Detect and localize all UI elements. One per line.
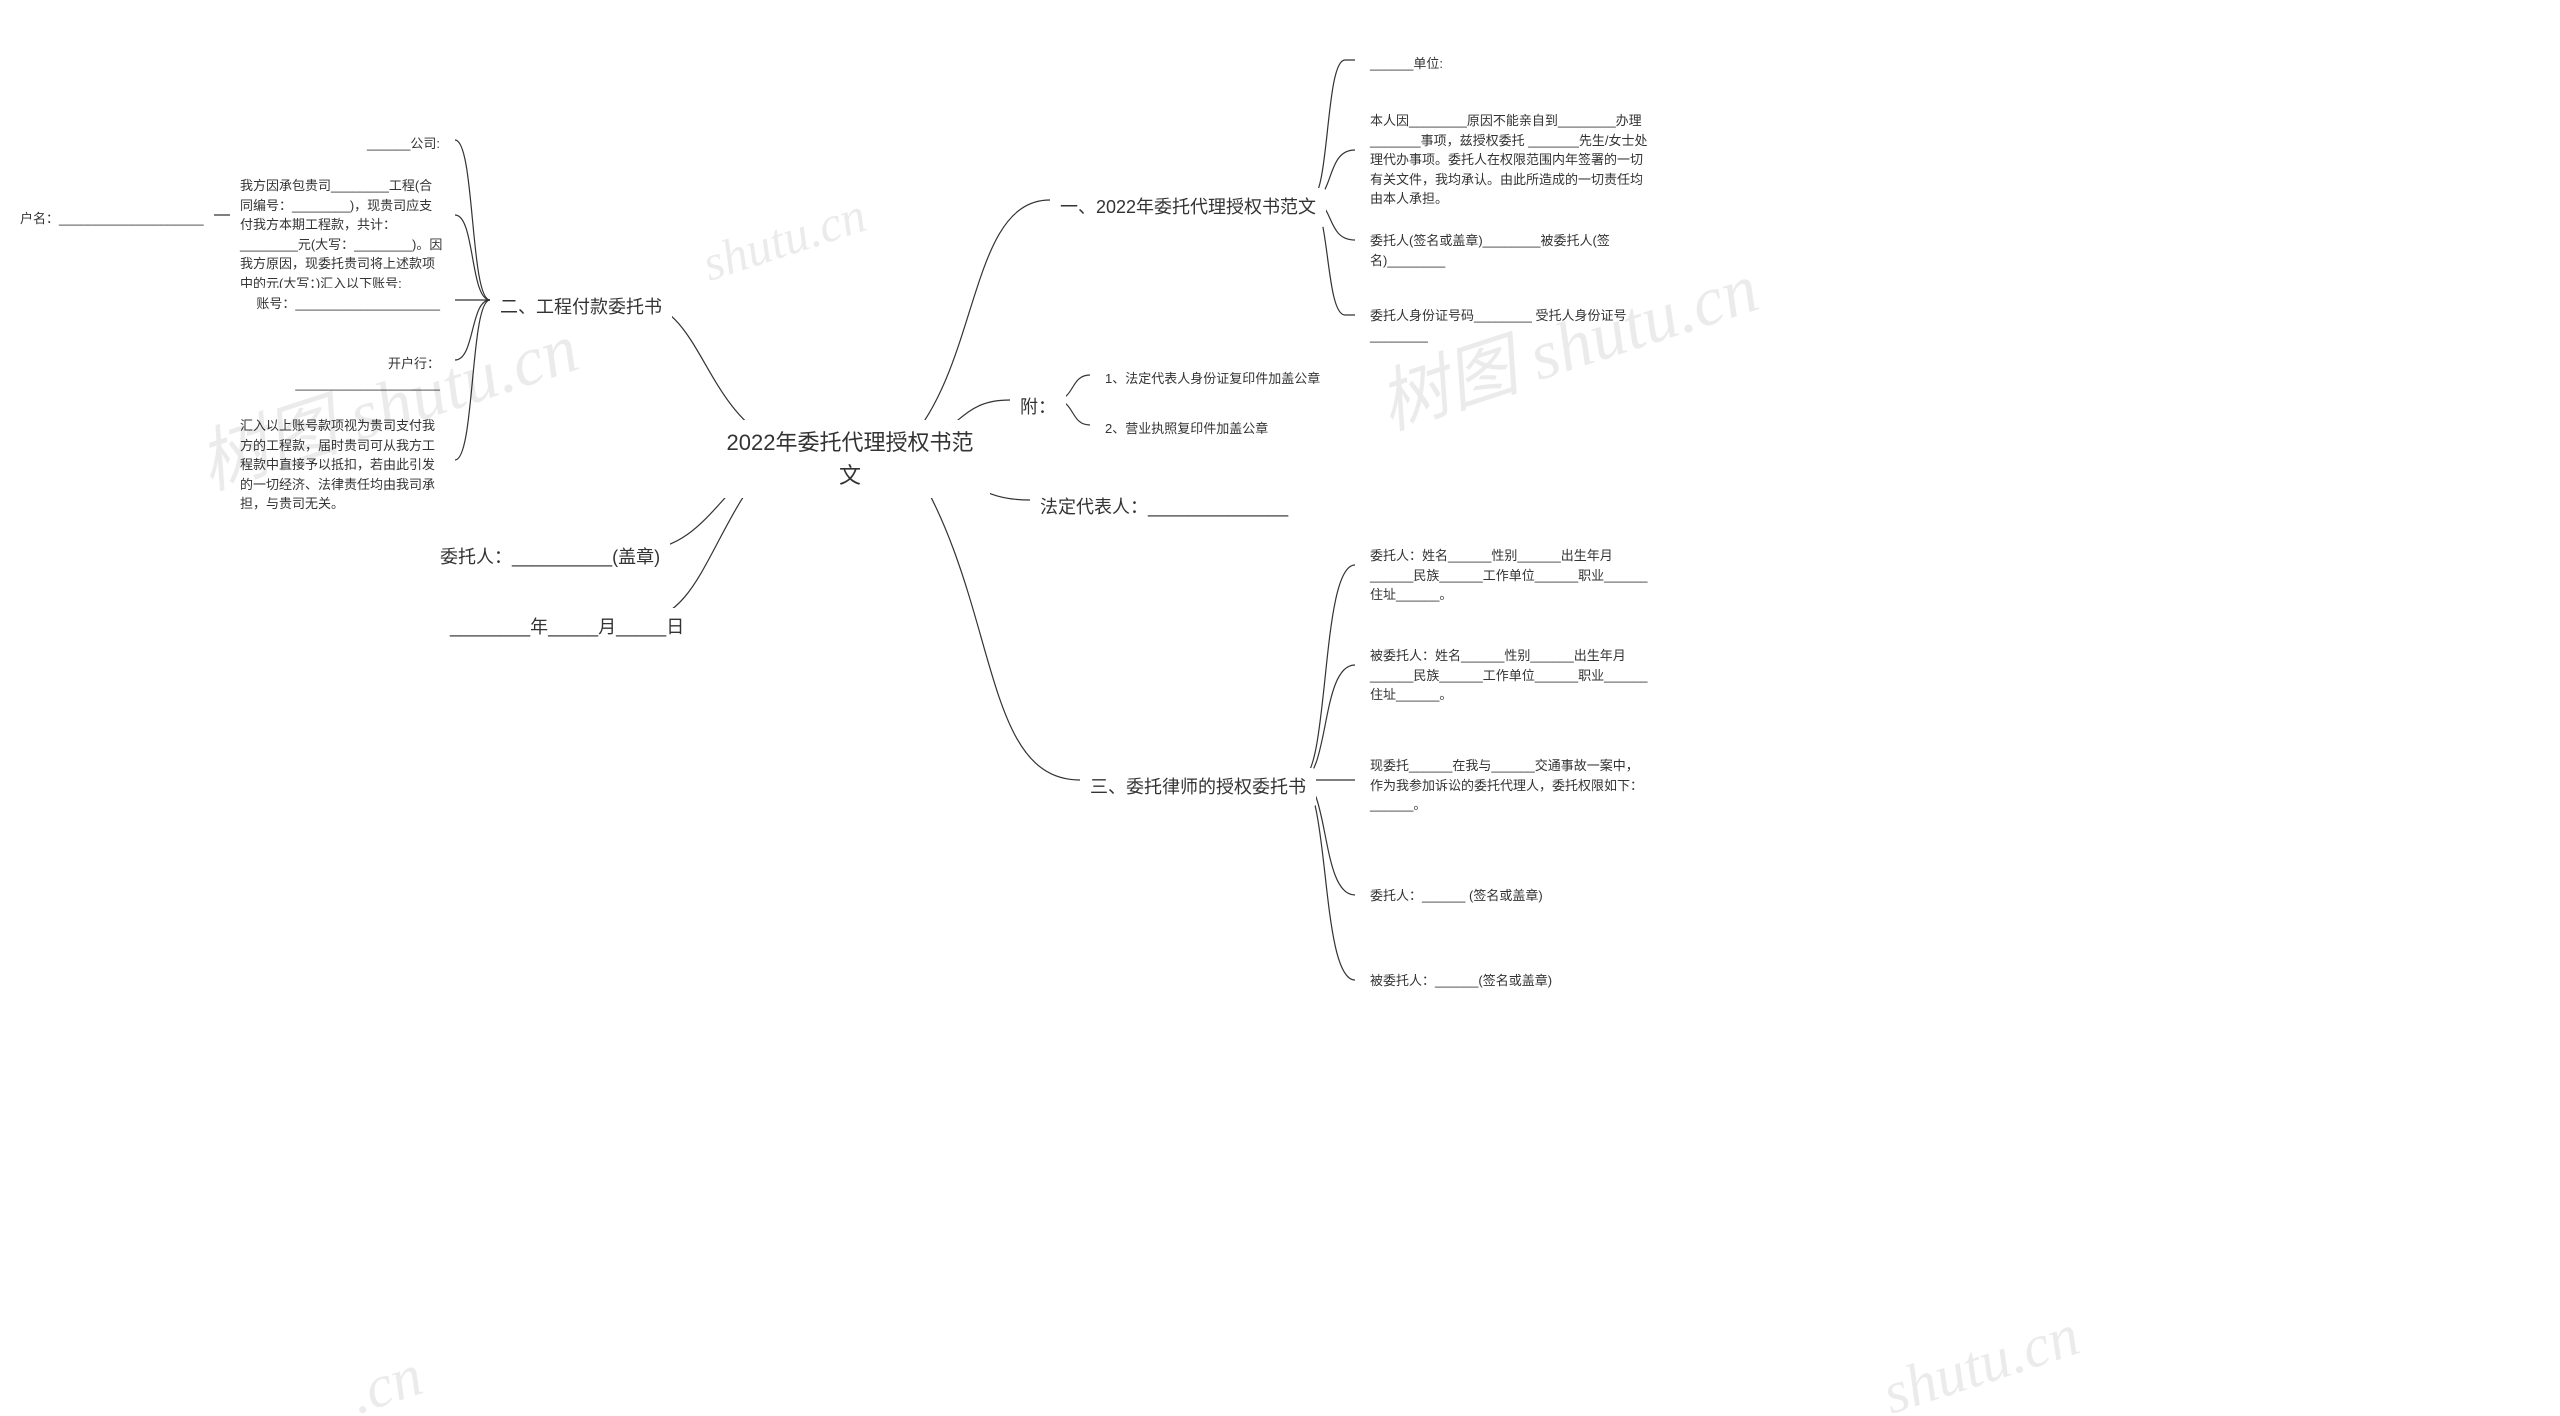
branch-5-leaf-0: ______公司:: [240, 128, 450, 160]
branch-1: 一、2022年委托代理授权书范文: [1050, 188, 1326, 227]
branch-5-leaf-2: 账号：____________________: [240, 288, 450, 320]
branch-4-leaf-3: 委托人：______ (签名或盖章): [1360, 880, 1650, 912]
branch-4-leaf-4: 被委托人：______(签名或盖章): [1360, 965, 1650, 997]
watermark-2: shutu.cn: [695, 185, 873, 292]
branch-2-leaf-1: 2、营业执照复印件加盖公章: [1095, 413, 1278, 445]
watermark-3: .cn: [341, 1341, 430, 1416]
watermark-4: shutu.cn: [1874, 1301, 2087, 1416]
branch-4-leaf-1: 被委托人：姓名______性别______出生年月______民族______工…: [1360, 640, 1660, 711]
branch-7: ________年_____月_____日: [440, 608, 694, 647]
branch-1-leaf-0: ______单位:: [1360, 48, 1650, 80]
branch-5-leaf-1: 我方因承包贵司________工程(合同编号：________)，现贵司应支付我…: [230, 170, 455, 299]
branch-5-leaf-3: 开户行：____________________: [240, 348, 450, 399]
branch-2-leaf-0: 1、法定代表人身份证复印件加盖公章: [1095, 363, 1330, 395]
branch-1-leaf-1: 本人因________原因不能亲自到________办理_______事项，兹授…: [1360, 105, 1660, 215]
branch-3: 法定代表人：______________: [1030, 488, 1298, 527]
branch-5-leaf-4: 汇入以上账号款项视为贵司支付我方的工程款，届时贵司可从我方工程款中直接予以抵扣，…: [230, 410, 455, 520]
branch-4: 三、委托律师的授权委托书: [1080, 768, 1316, 807]
branch-1-leaf-2: 委托人(签名或盖章)________被委托人(签名)________: [1360, 225, 1660, 276]
branch-2: 附：: [1010, 388, 1066, 427]
branch-4-leaf-2: 现委托______在我与______交通事故一案中，作为我参加诉讼的委托代理人，…: [1360, 750, 1660, 821]
branch-4-leaf-0: 委托人：姓名______性别______出生年月______民族______工作…: [1360, 540, 1660, 611]
branch-5: 二、工程付款委托书: [490, 288, 672, 327]
branch-1-leaf-3: 委托人身份证号码________ 受托人身份证号________: [1360, 300, 1660, 351]
center-node: 2022年委托代理授权书范文: [710, 420, 990, 498]
branch-6: 委托人：__________(盖章): [430, 538, 670, 577]
branch-5-extra-left: 户名：____________________: [10, 203, 214, 235]
